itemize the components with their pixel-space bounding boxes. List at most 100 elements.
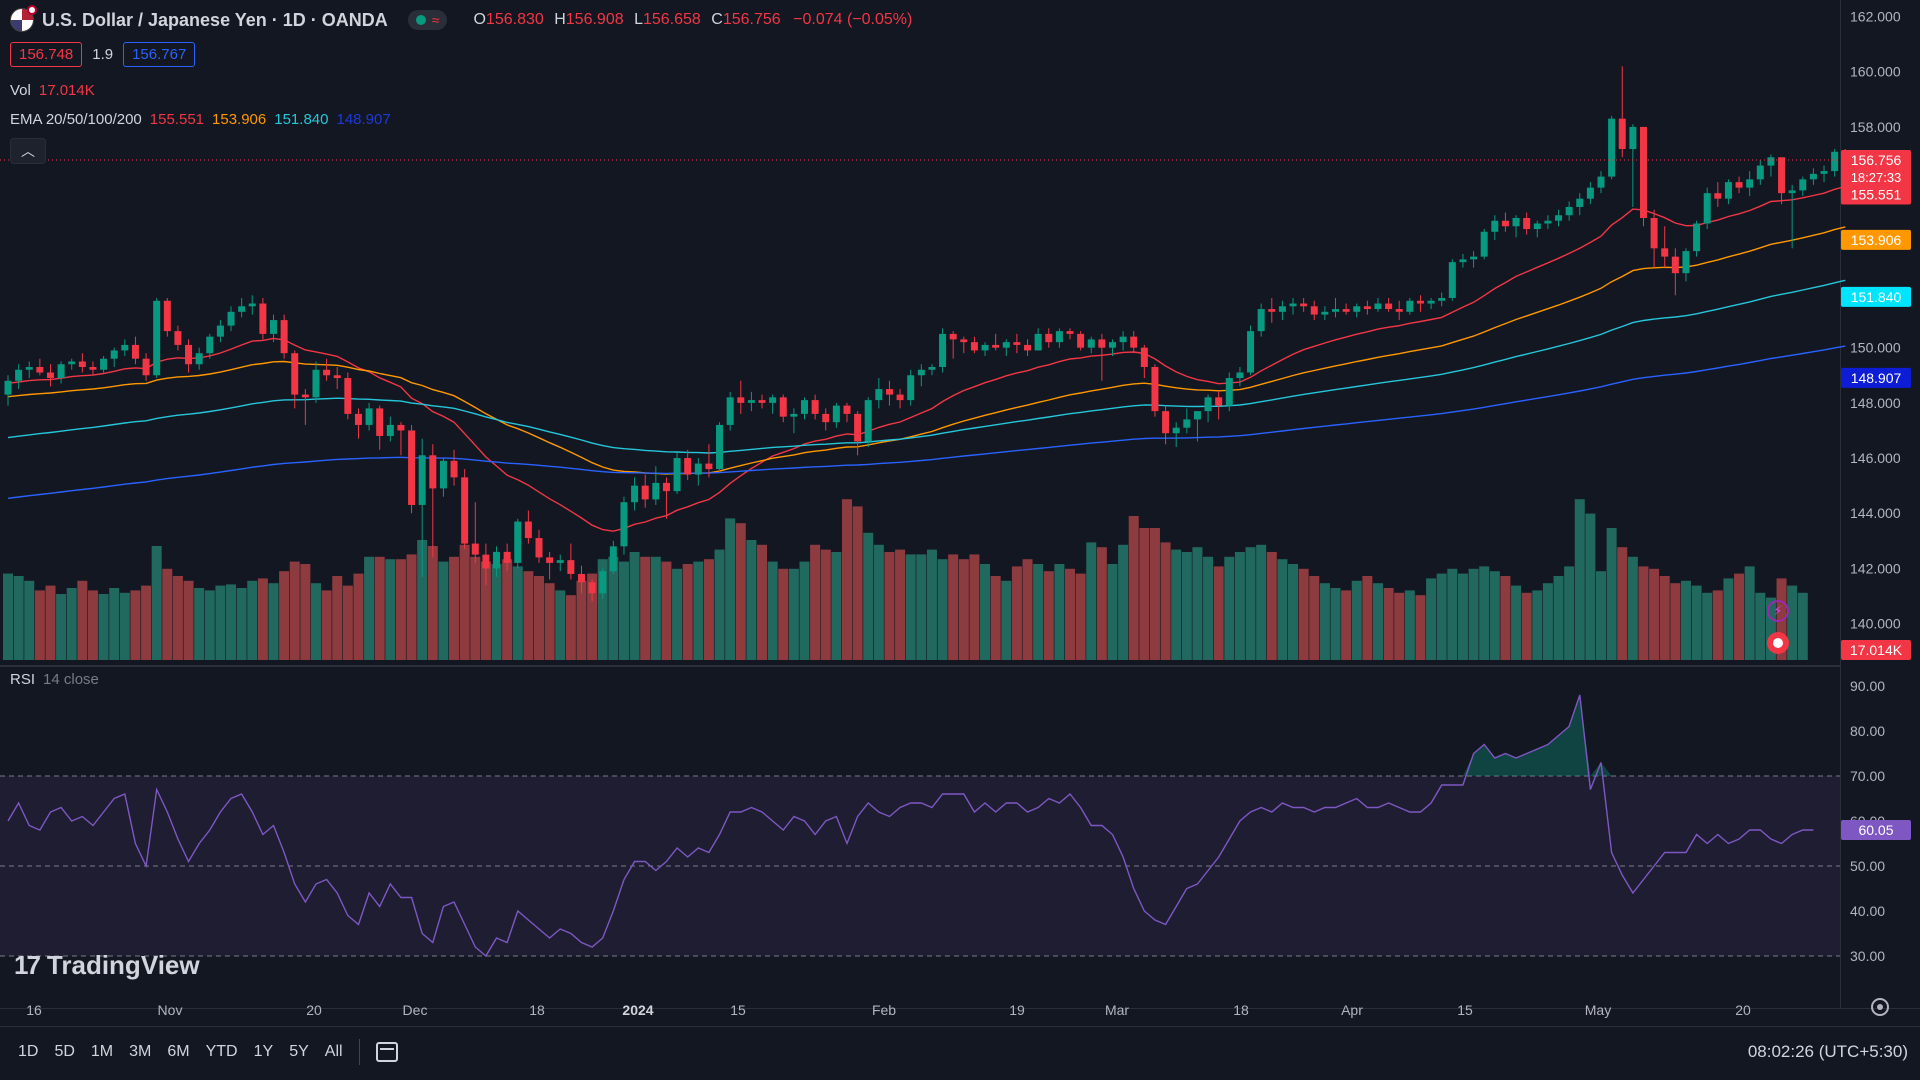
candle <box>185 339 193 373</box>
candle-body <box>1045 333 1053 343</box>
volume-bar <box>215 585 226 660</box>
volume-bar <box>374 556 385 660</box>
candle <box>408 424 416 514</box>
range-1y-button[interactable]: 1Y <box>253 1043 274 1060</box>
candle-body <box>195 353 203 365</box>
candle <box>1066 328 1074 340</box>
volume-bar <box>87 590 98 660</box>
candle-body <box>1438 298 1446 301</box>
symbol-header: U.S. Dollar / Japanese Yen · 1D · OANDA … <box>10 5 913 32</box>
volume-bar <box>226 584 237 660</box>
candle-body <box>1661 248 1669 257</box>
candle-body <box>567 560 575 574</box>
candle <box>291 350 299 409</box>
ema-legend[interactable]: EMA 20/50/100/200 155.551 153.906 151.84… <box>10 111 391 128</box>
rsi-badge-bg <box>1841 820 1911 840</box>
range-6m-button[interactable]: 6M <box>167 1043 190 1060</box>
price-badge: 155.551 <box>1841 184 1911 205</box>
candle <box>1470 251 1478 268</box>
ask-button[interactable]: 156.767 <box>123 42 196 67</box>
candle <box>1576 193 1584 216</box>
tradingview-logo: 17 TradingView <box>14 950 200 981</box>
candle <box>153 298 161 379</box>
volume-bar <box>480 561 491 660</box>
timezone-clock[interactable]: 08:02:26 (UTC+5:30) <box>1747 1042 1908 1061</box>
volume-legend[interactable]: Vol 17.014K <box>10 82 95 99</box>
candle <box>1193 411 1201 442</box>
candle-body <box>1501 220 1509 227</box>
candle-body <box>1724 182 1732 199</box>
range-1m-button[interactable]: 1M <box>90 1043 114 1060</box>
candle <box>960 336 968 354</box>
price-tick-label: 160.000 <box>1850 64 1901 80</box>
volume-bar <box>767 561 778 660</box>
volume-bar <box>279 571 290 660</box>
volume-bar <box>725 518 736 660</box>
candle-body <box>1555 215 1563 221</box>
go-to-date-calendar-icon[interactable] <box>375 1042 398 1062</box>
candle-body <box>1236 372 1244 379</box>
candle-body <box>1576 198 1584 207</box>
rsi-tick-label: 70.00 <box>1850 768 1885 784</box>
volume-bar <box>1203 556 1214 660</box>
candle <box>1533 220 1541 238</box>
range-5d-button[interactable]: 5D <box>54 1043 75 1060</box>
price-tick-label: 142.000 <box>1850 560 1901 576</box>
volume-bar <box>1659 576 1670 660</box>
time-tick-label: May <box>1585 1002 1611 1018</box>
candle <box>1332 298 1339 318</box>
candle-body <box>1247 331 1255 373</box>
candle <box>1756 160 1764 185</box>
candle-body <box>1597 176 1605 188</box>
volume-bar <box>438 561 449 660</box>
lightning-icon[interactable]: ⚡ <box>1767 600 1789 622</box>
candle <box>662 477 670 519</box>
time-tick-label: Dec <box>403 1002 428 1018</box>
range-all-button[interactable]: All <box>324 1043 343 1060</box>
price-tick-label: 150.000 <box>1850 340 1901 356</box>
volume-bar <box>948 554 959 660</box>
volume-bar <box>1511 585 1522 660</box>
bid-button[interactable]: 156.748 <box>10 42 83 67</box>
candle <box>535 529 543 563</box>
candle <box>1565 201 1573 221</box>
candle-body <box>1034 333 1042 351</box>
rsi-legend[interactable]: RSI 14 close <box>10 671 99 688</box>
range-ytd-button[interactable]: YTD <box>205 1043 238 1060</box>
price-badge-value: 17.014K <box>1850 642 1903 658</box>
volume-bar <box>1744 566 1755 660</box>
candle-body <box>577 573 585 583</box>
candle-body <box>429 455 437 489</box>
volume-bar <box>300 564 311 660</box>
candle-body <box>631 485 639 503</box>
range-3m-button[interactable]: 3M <box>129 1043 152 1060</box>
candlestick-series[interactable] <box>0 66 1849 602</box>
candle <box>609 540 617 574</box>
price-tick-label: 140.000 <box>1850 616 1901 632</box>
change-value: −0.074 (−0.05%) <box>793 11 913 28</box>
settings-gear-icon[interactable] <box>1871 998 1889 1016</box>
candle <box>790 408 798 434</box>
candle-body <box>620 502 628 547</box>
collapse-legend-button[interactable]: ︿ <box>10 138 46 164</box>
candle-body <box>1108 342 1116 348</box>
volume-bar <box>332 576 343 660</box>
symbol-title[interactable]: U.S. Dollar / Japanese Yen · 1D · OANDA <box>42 9 388 30</box>
candle <box>174 325 182 351</box>
candle-body <box>1225 378 1233 406</box>
candle <box>259 298 267 340</box>
range-1d-button[interactable]: 1D <box>18 1043 39 1060</box>
market-status-pill[interactable]: ≈ <box>407 10 448 30</box>
candle-body <box>1300 303 1308 307</box>
volume-bar <box>1107 564 1118 660</box>
ema200-value: 148.907 <box>336 111 391 128</box>
candle-body <box>100 358 108 370</box>
rsi-line <box>7 694 1814 958</box>
volume-bar <box>629 552 640 660</box>
candle <box>131 336 139 365</box>
candle-body <box>1416 300 1424 304</box>
candle <box>981 342 989 356</box>
target-icon[interactable] <box>1767 632 1789 654</box>
range-5y-button[interactable]: 5Y <box>289 1043 309 1060</box>
